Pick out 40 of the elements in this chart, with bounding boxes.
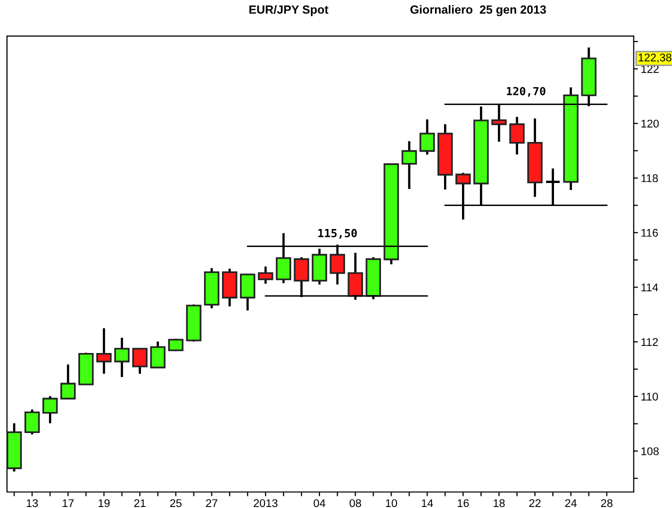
chart-title: EUR/JPY Spot: [249, 5, 328, 16]
candlestick: [240, 272, 256, 312]
candlestick: [420, 118, 435, 156]
series-label: 115,50: [318, 228, 357, 239]
x-tick-label: 04: [314, 499, 326, 508]
candlestick: [258, 265, 274, 285]
chart-subtitle: Giornaliero 25 gen 2013: [410, 5, 546, 16]
y-tick-label: 118: [641, 174, 658, 182]
x-tick-label: 16: [458, 499, 469, 508]
candlestick: [24, 408, 40, 436]
x-tick-label: 24: [565, 499, 577, 507]
candlestick: [132, 347, 148, 375]
x-tick-label: 13: [26, 499, 38, 508]
candlestick: [114, 336, 130, 378]
x-tick-label: 28: [601, 499, 612, 508]
x-tick-label: 17: [62, 499, 74, 507]
y-tick-label: 112: [641, 338, 658, 346]
x-tick-label: 21: [134, 499, 146, 507]
candlestick: [96, 327, 112, 375]
x-tick-label: 18: [494, 499, 505, 508]
candlestick: [509, 116, 525, 156]
candlestick: [150, 340, 166, 369]
x-tick-label: 14: [422, 499, 434, 507]
x-tick-label: 2013: [254, 499, 278, 508]
series-label: 120,70: [506, 86, 546, 97]
x-tick-label: 19: [98, 499, 110, 508]
x-tick-label: 25: [170, 499, 182, 508]
candlestick: [60, 363, 76, 400]
y-tick-label: 114: [641, 284, 658, 292]
candlestick: [402, 140, 417, 190]
y-tick-label: 108: [641, 447, 659, 456]
x-tick-label: 08: [350, 499, 362, 508]
y-tick-label: 120: [641, 120, 659, 128]
candlestick: [42, 395, 58, 424]
x-tick-label: 27: [206, 499, 218, 507]
annotation: 122,38: [638, 54, 672, 63]
y-tick-label: 116: [641, 228, 658, 237]
x-tick-label: 22: [529, 499, 541, 507]
x-tick-label: 10: [386, 499, 398, 508]
y-tick-label: 110: [641, 392, 658, 401]
